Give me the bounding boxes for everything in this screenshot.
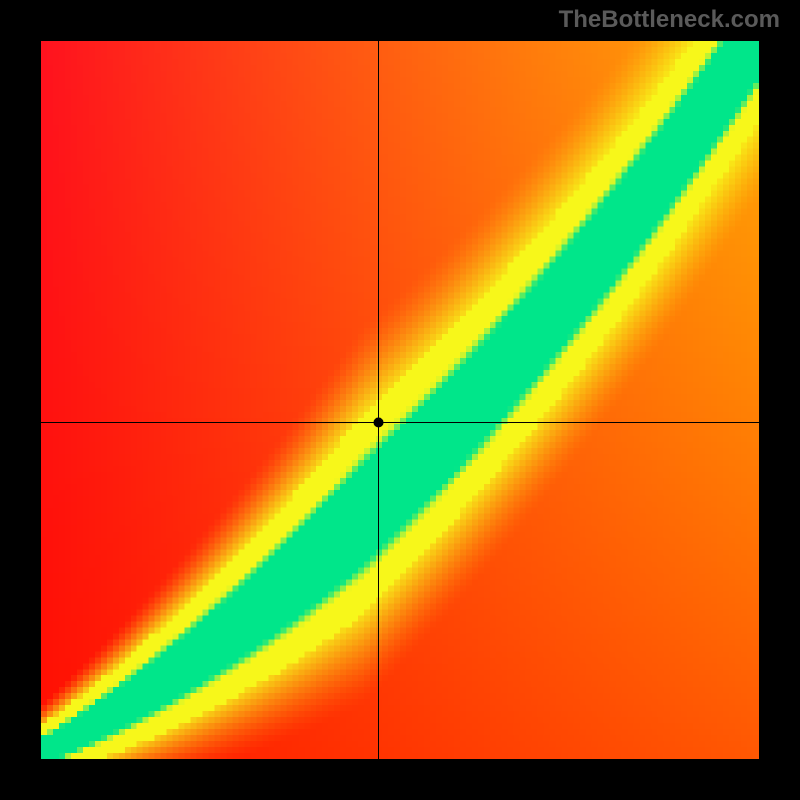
watermark-text: TheBottleneck.com (559, 6, 780, 34)
chart-container: TheBottleneck.com (0, 0, 800, 800)
crosshair-overlay (41, 41, 759, 759)
